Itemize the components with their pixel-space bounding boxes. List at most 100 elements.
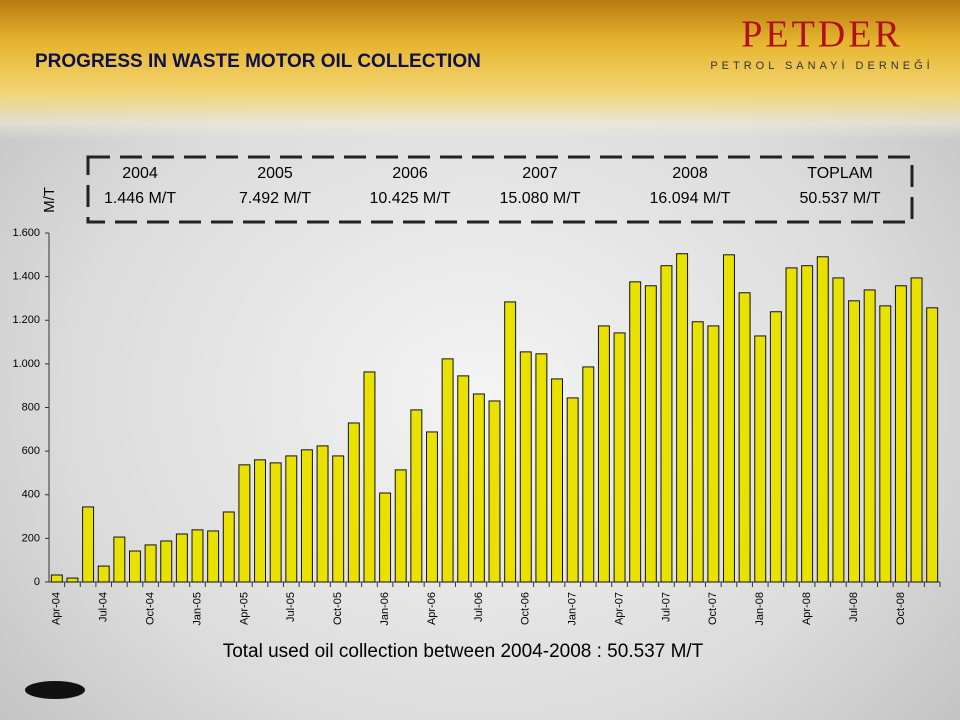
bar <box>332 455 345 583</box>
x-tick-label: Apr-04 <box>51 592 63 625</box>
bar <box>723 254 735 583</box>
bar <box>785 267 798 583</box>
x-tick-label: Oct-08 <box>895 592 907 625</box>
bar <box>644 285 657 583</box>
bar <box>238 464 251 583</box>
x-tick-label: Apr-05 <box>238 592 250 625</box>
bar <box>472 393 485 583</box>
bar <box>707 325 720 583</box>
summary-year: 2007 <box>522 165 558 182</box>
bar <box>285 455 298 583</box>
summary-box <box>86 155 914 224</box>
bar <box>832 277 845 583</box>
oil-drop <box>25 681 85 699</box>
bar <box>394 469 407 583</box>
x-tick-label: Apr-06 <box>426 592 438 625</box>
bar <box>410 409 423 583</box>
x-tick-label: Jan-08 <box>754 592 766 626</box>
bar <box>113 536 126 583</box>
bar <box>254 459 266 583</box>
summary-year: 2004 <box>122 165 158 182</box>
x-tick-label: Jan-06 <box>379 592 391 626</box>
x-tick-label: Oct-04 <box>145 592 157 625</box>
bar <box>50 574 63 583</box>
x-tick-label: Jul-06 <box>473 592 485 622</box>
x-tick-label: Oct-05 <box>332 592 344 625</box>
bar <box>910 277 923 583</box>
bar <box>426 431 438 583</box>
bar <box>566 397 579 583</box>
summary-total: 10.425 M/T <box>370 190 451 207</box>
chart-title: PROGRESS IN WASTE MOTOR OIL COLLECTION <box>35 51 481 72</box>
bar <box>97 565 110 583</box>
summary-year: TOPLAM <box>807 165 873 182</box>
bar <box>82 506 95 583</box>
bar <box>801 265 814 583</box>
bar <box>269 462 282 583</box>
bar <box>879 305 892 583</box>
bar <box>175 533 188 583</box>
summary-year: 2005 <box>257 165 293 182</box>
bar <box>66 577 79 583</box>
bar <box>488 400 501 583</box>
x-tick-label: Jul-07 <box>660 592 672 622</box>
bar <box>676 253 689 583</box>
x-tick-label: Oct-07 <box>707 592 719 625</box>
bar <box>816 256 829 583</box>
summary-year: 2008 <box>672 165 708 182</box>
bar <box>613 332 626 583</box>
bar <box>144 544 157 583</box>
bar <box>848 300 860 583</box>
y-tick-label: 200 <box>22 532 40 544</box>
bar <box>347 422 360 583</box>
bar <box>582 366 595 583</box>
summary-total: 1.446 M/T <box>104 190 176 207</box>
y-tick-label: 1.400 <box>12 271 40 283</box>
y-tick-label: 1.600 <box>12 227 40 239</box>
bar <box>754 335 767 583</box>
footer: Total used oil collection between 2004-2… <box>223 641 704 662</box>
summary-total: 7.492 M/T <box>239 190 311 207</box>
bar <box>691 321 704 583</box>
bar <box>160 540 173 583</box>
x-tick-label: Apr-07 <box>613 592 625 625</box>
y-tick-label: 800 <box>22 401 40 413</box>
summary-total: 15.080 M/T <box>500 190 581 207</box>
bar <box>597 325 610 583</box>
x-tick-label: Jan-07 <box>567 592 579 626</box>
bar <box>207 530 220 583</box>
summary-year: 2006 <box>392 165 428 182</box>
bar <box>769 311 782 583</box>
bar <box>660 265 673 583</box>
bar <box>222 511 235 583</box>
y-tick-label: 1.000 <box>12 358 40 370</box>
bar <box>457 375 470 583</box>
x-tick-label: Jul-05 <box>285 592 297 622</box>
x-tick-label: Oct-06 <box>520 592 532 625</box>
x-tick-label: Jan-05 <box>191 592 203 626</box>
bar <box>863 289 876 583</box>
bar <box>441 358 454 583</box>
bar <box>519 351 532 583</box>
y-tick-label: 1.200 <box>12 314 40 326</box>
x-tick-label: Jul-08 <box>848 592 860 622</box>
header-background <box>0 0 960 140</box>
y-axis-label: M/T <box>41 187 58 213</box>
bar <box>300 449 313 583</box>
logo-subtitle: PETROL SANAYİ DERNEĞİ <box>710 59 933 72</box>
logo: PETDER <box>741 14 903 56</box>
bar <box>191 529 204 583</box>
x-tick-label: Jul-04 <box>98 592 110 622</box>
bar <box>551 378 563 583</box>
bar <box>926 307 939 583</box>
bar <box>504 301 517 583</box>
bar <box>379 492 392 583</box>
bar <box>629 281 642 583</box>
bar <box>363 371 376 583</box>
summary-total: 50.537 M/T <box>800 190 881 207</box>
x-tick-label: Apr-08 <box>801 592 813 625</box>
bar <box>894 285 907 583</box>
bar <box>535 353 548 583</box>
